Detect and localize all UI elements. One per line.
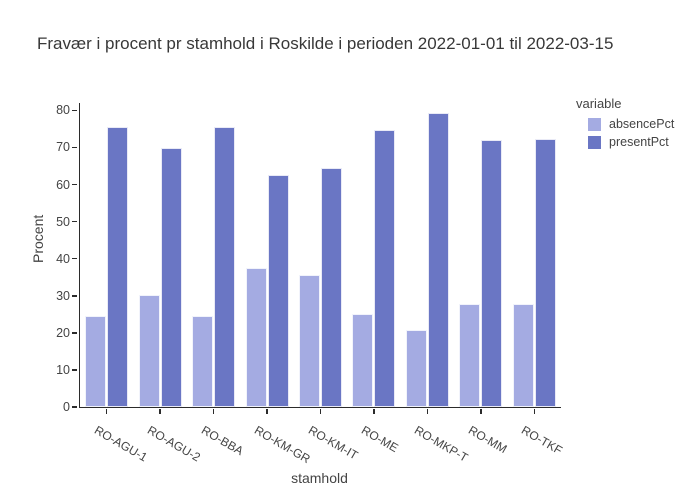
plot-area: 0 10 20 30 40 50 60 70 80 RO-AGU-1 RO-AGU-2 RO-BBA R… (56, 103, 565, 466)
x-tick-label: RO-KM-GR (252, 423, 313, 467)
legend-swatch-absencePct-icon (588, 117, 601, 131)
bar-absencePct-RO-TKF[interactable] (512, 303, 534, 407)
y-tick-label: 40 (56, 251, 70, 266)
x-tick-label: RO-AGU-2 (145, 423, 203, 465)
legend: variable absencePct presentPct (576, 96, 674, 153)
y-tick-label: 0 (63, 400, 70, 414)
x-tick-label: RO-KM-IT (305, 423, 360, 463)
legend-title: variable (576, 96, 622, 111)
x-tick-label: RO-ME (358, 423, 401, 456)
x-tick-label: RO-MKP-T (412, 423, 471, 465)
x-tick-label: RO-TKF (519, 423, 565, 458)
bar-presentPct-RO-ME[interactable] (374, 129, 396, 407)
y-tick-mark (72, 295, 77, 297)
legend-item-label: presentPct (609, 135, 669, 149)
x-tick-mark (426, 408, 429, 414)
y-tick-mark (72, 146, 77, 149)
bar-absencePct-RO-AGU-2[interactable] (138, 295, 160, 407)
x-tick-mark (159, 408, 161, 414)
y-tick-mark (72, 109, 77, 112)
bar-presentPct-RO-MKP-T[interactable] (427, 113, 449, 407)
bar-presentPct-RO-KM-GR[interactable] (267, 174, 289, 407)
legend-item-presentPct[interactable]: presentPct (588, 135, 674, 149)
bar-presentPct-RO-BBA[interactable] (214, 127, 236, 407)
x-tick-mark (105, 408, 108, 414)
bar-presentPct-RO-TKF[interactable] (534, 139, 556, 407)
y-tick-label: 10 (56, 362, 70, 377)
x-tick-mark (319, 408, 322, 414)
y-tick-label: 30 (56, 288, 70, 303)
x-tick-label: RO-BBA (198, 423, 246, 459)
x-tick-mark (266, 408, 268, 414)
x-tick-label: RO-MM (465, 423, 510, 457)
y-tick-label: 20 (56, 325, 70, 340)
bar-absencePct-RO-MKP-T[interactable] (405, 329, 427, 407)
y-tick-mark (72, 332, 77, 334)
y-tick-mark (72, 406, 77, 408)
x-tick-mark (533, 408, 536, 414)
y-tick-label: 60 (56, 177, 70, 192)
y-tick-label: 50 (56, 214, 70, 229)
bar-presentPct-RO-KM-IT[interactable] (321, 168, 342, 407)
legend-item-label: absencePct (609, 117, 675, 131)
bar-absencePct-RO-BBA[interactable] (192, 316, 214, 407)
x-axis-title: stamhold (291, 470, 348, 486)
legend-item-absencePct[interactable]: absencePct (588, 117, 674, 131)
x-tick-mark (480, 408, 482, 414)
legend-swatch-presentPct-icon (588, 135, 601, 149)
y-tick-label: 70 (56, 140, 70, 155)
y-axis-title: Procent (30, 214, 47, 263)
x-tick-label: RO-AGU-1 (91, 423, 150, 465)
bar-presentPct-RO-AGU-2[interactable] (160, 147, 182, 407)
y-tick-label: 80 (56, 103, 70, 118)
bar-absencePct-RO-AGU-1[interactable] (85, 315, 107, 407)
bar-presentPct-RO-MM[interactable] (481, 139, 503, 407)
chart-title: Fravær i procent pr stamhold i Roskilde … (37, 34, 614, 53)
y-tick-mark (72, 220, 77, 223)
y-tick-mark (72, 257, 77, 260)
bar-absencePct-RO-MM[interactable] (459, 303, 481, 407)
bar-presentPct-RO-AGU-1[interactable] (107, 127, 129, 407)
bar-absencePct-RO-KM-GR[interactable] (245, 268, 267, 407)
y-tick-mark (72, 183, 77, 186)
x-tick-mark (373, 408, 375, 414)
y-tick-mark (72, 369, 77, 371)
bar-absencePct-RO-ME[interactable] (352, 313, 374, 407)
bar-absencePct-RO-KM-IT[interactable] (299, 275, 320, 407)
x-tick-mark (212, 408, 215, 414)
